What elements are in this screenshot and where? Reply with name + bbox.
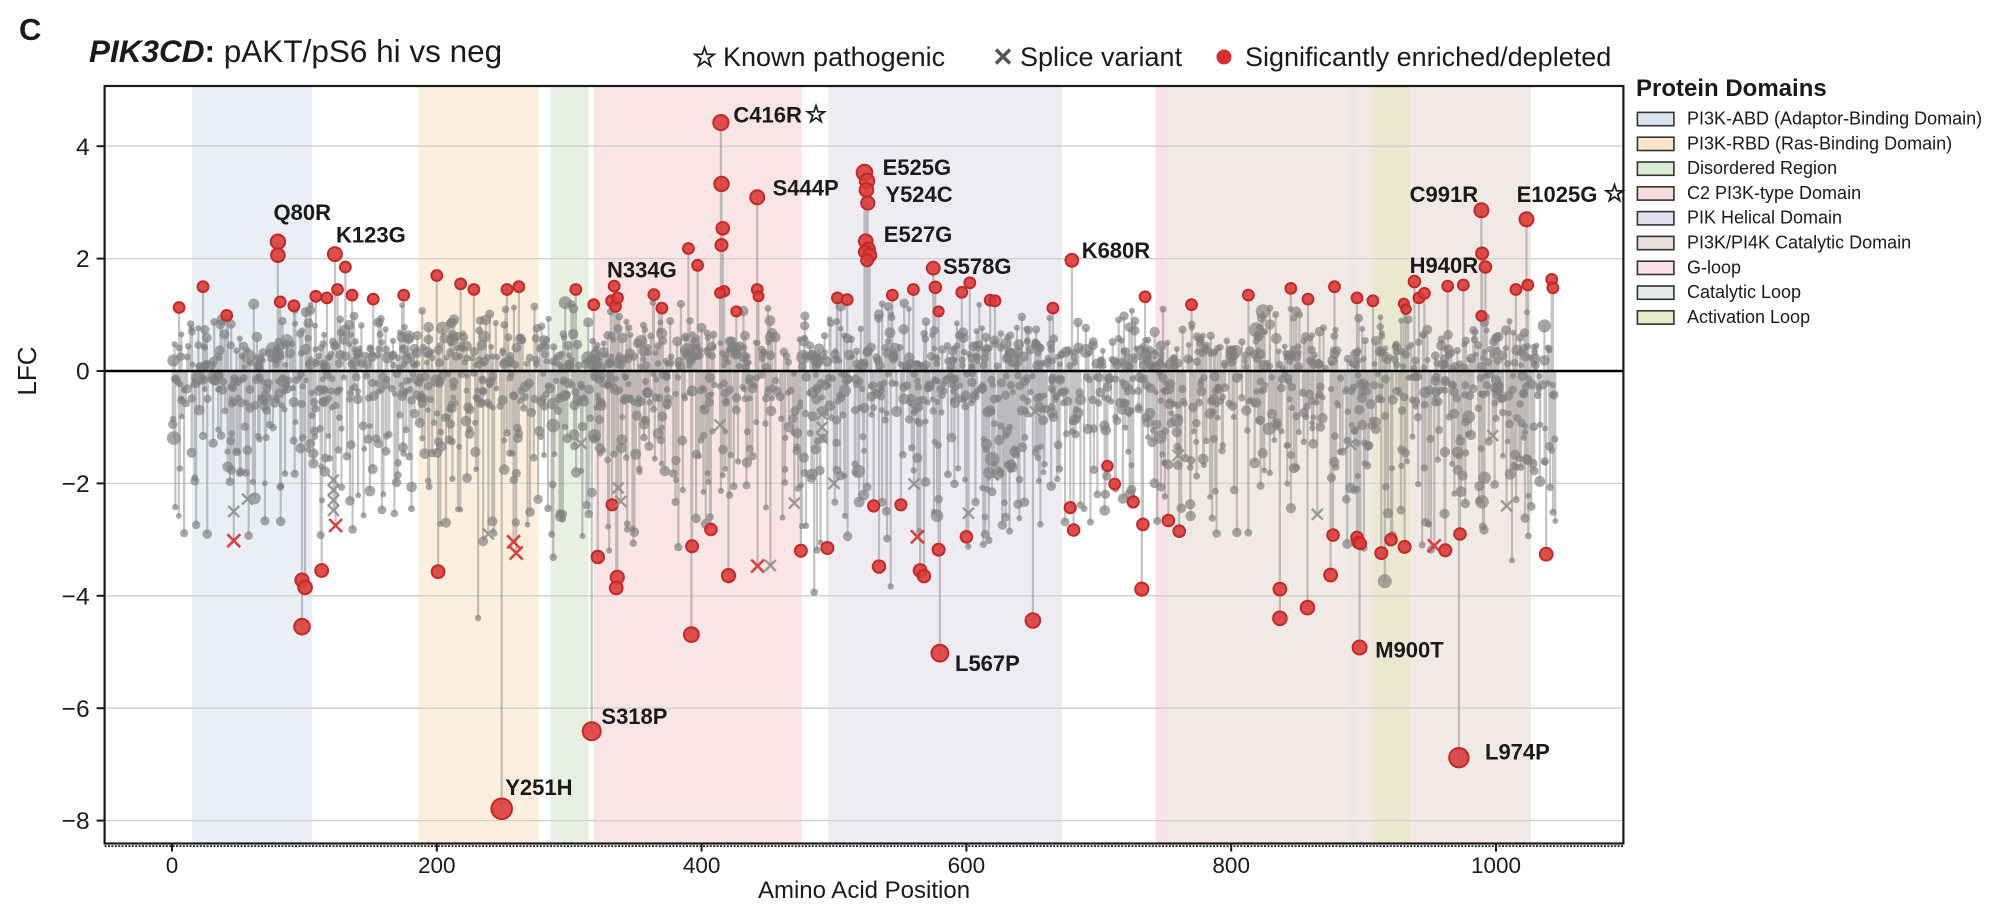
svg-text:E527G: E527G: [884, 222, 953, 247]
svg-text:Activation Loop: Activation Loop: [1687, 307, 1810, 327]
svg-text:L567P: L567P: [955, 651, 1020, 676]
svg-text:4: 4: [76, 134, 90, 161]
svg-text:600: 600: [948, 853, 986, 878]
svg-text:Catalytic Loop: Catalytic Loop: [1687, 282, 1801, 302]
svg-text:Amino Acid Position: Amino Acid Position: [758, 877, 970, 904]
svg-text:−4: −4: [62, 583, 90, 610]
svg-text:M900T: M900T: [1375, 638, 1444, 663]
svg-text:Significantly enriched/deplete: Significantly enriched/depleted: [1245, 42, 1611, 72]
svg-text:Y524C: Y524C: [885, 182, 952, 207]
svg-text:PI3K/PI4K Catalytic Domain: PI3K/PI4K Catalytic Domain: [1687, 233, 1911, 253]
svg-text:C416R: C416R: [733, 102, 802, 127]
svg-text:LFC: LFC: [12, 346, 42, 395]
svg-text:−2: −2: [62, 471, 90, 498]
svg-text:1000: 1000: [1471, 853, 1521, 878]
svg-text:800: 800: [1212, 853, 1250, 878]
svg-text:PI3K-RBD (Ras-Binding Domain): PI3K-RBD (Ras-Binding Domain): [1687, 133, 1952, 153]
svg-text:−8: −8: [62, 808, 90, 835]
svg-text:Q80R: Q80R: [274, 200, 332, 225]
svg-text:K680R: K680R: [1082, 238, 1151, 263]
svg-text:C2 PI3K-type Domain: C2 PI3K-type Domain: [1687, 183, 1861, 203]
svg-text:0: 0: [76, 359, 90, 386]
svg-text:S318P: S318P: [601, 704, 667, 729]
svg-text:PI3K-ABD (Adaptor-Binding Doma: PI3K-ABD (Adaptor-Binding Domain): [1687, 109, 1982, 129]
svg-text:E525G: E525G: [883, 155, 952, 180]
svg-text:200: 200: [418, 853, 456, 878]
svg-text:C: C: [19, 12, 41, 47]
svg-text:S444P: S444P: [773, 176, 839, 201]
svg-text:S578G: S578G: [943, 254, 1012, 279]
svg-text:N334G: N334G: [607, 258, 677, 283]
svg-text:PIK Helical Domain: PIK Helical Domain: [1687, 208, 1842, 228]
svg-text:C991R: C991R: [1410, 182, 1479, 207]
svg-text:Splice variant: Splice variant: [1020, 42, 1183, 72]
svg-text:E1025G: E1025G: [1517, 182, 1598, 207]
svg-text:Known pathogenic: Known pathogenic: [723, 42, 945, 72]
svg-text:H940R: H940R: [1410, 253, 1479, 278]
svg-text:L974P: L974P: [1485, 740, 1550, 765]
svg-text:0: 0: [166, 853, 179, 878]
svg-text:400: 400: [683, 853, 721, 878]
svg-text:2: 2: [76, 246, 90, 273]
svg-text:Protein Domains: Protein Domains: [1636, 75, 1827, 102]
svg-text:G-loop: G-loop: [1687, 257, 1741, 277]
svg-text:PIK3CD: pAKT/pS6 hi vs neg: PIK3CD: pAKT/pS6 hi vs neg: [89, 33, 502, 69]
svg-text:K123G: K123G: [336, 223, 406, 248]
svg-text:Disordered Region: Disordered Region: [1687, 158, 1837, 178]
svg-text:Y251H: Y251H: [505, 775, 572, 800]
svg-text:−6: −6: [62, 696, 90, 723]
